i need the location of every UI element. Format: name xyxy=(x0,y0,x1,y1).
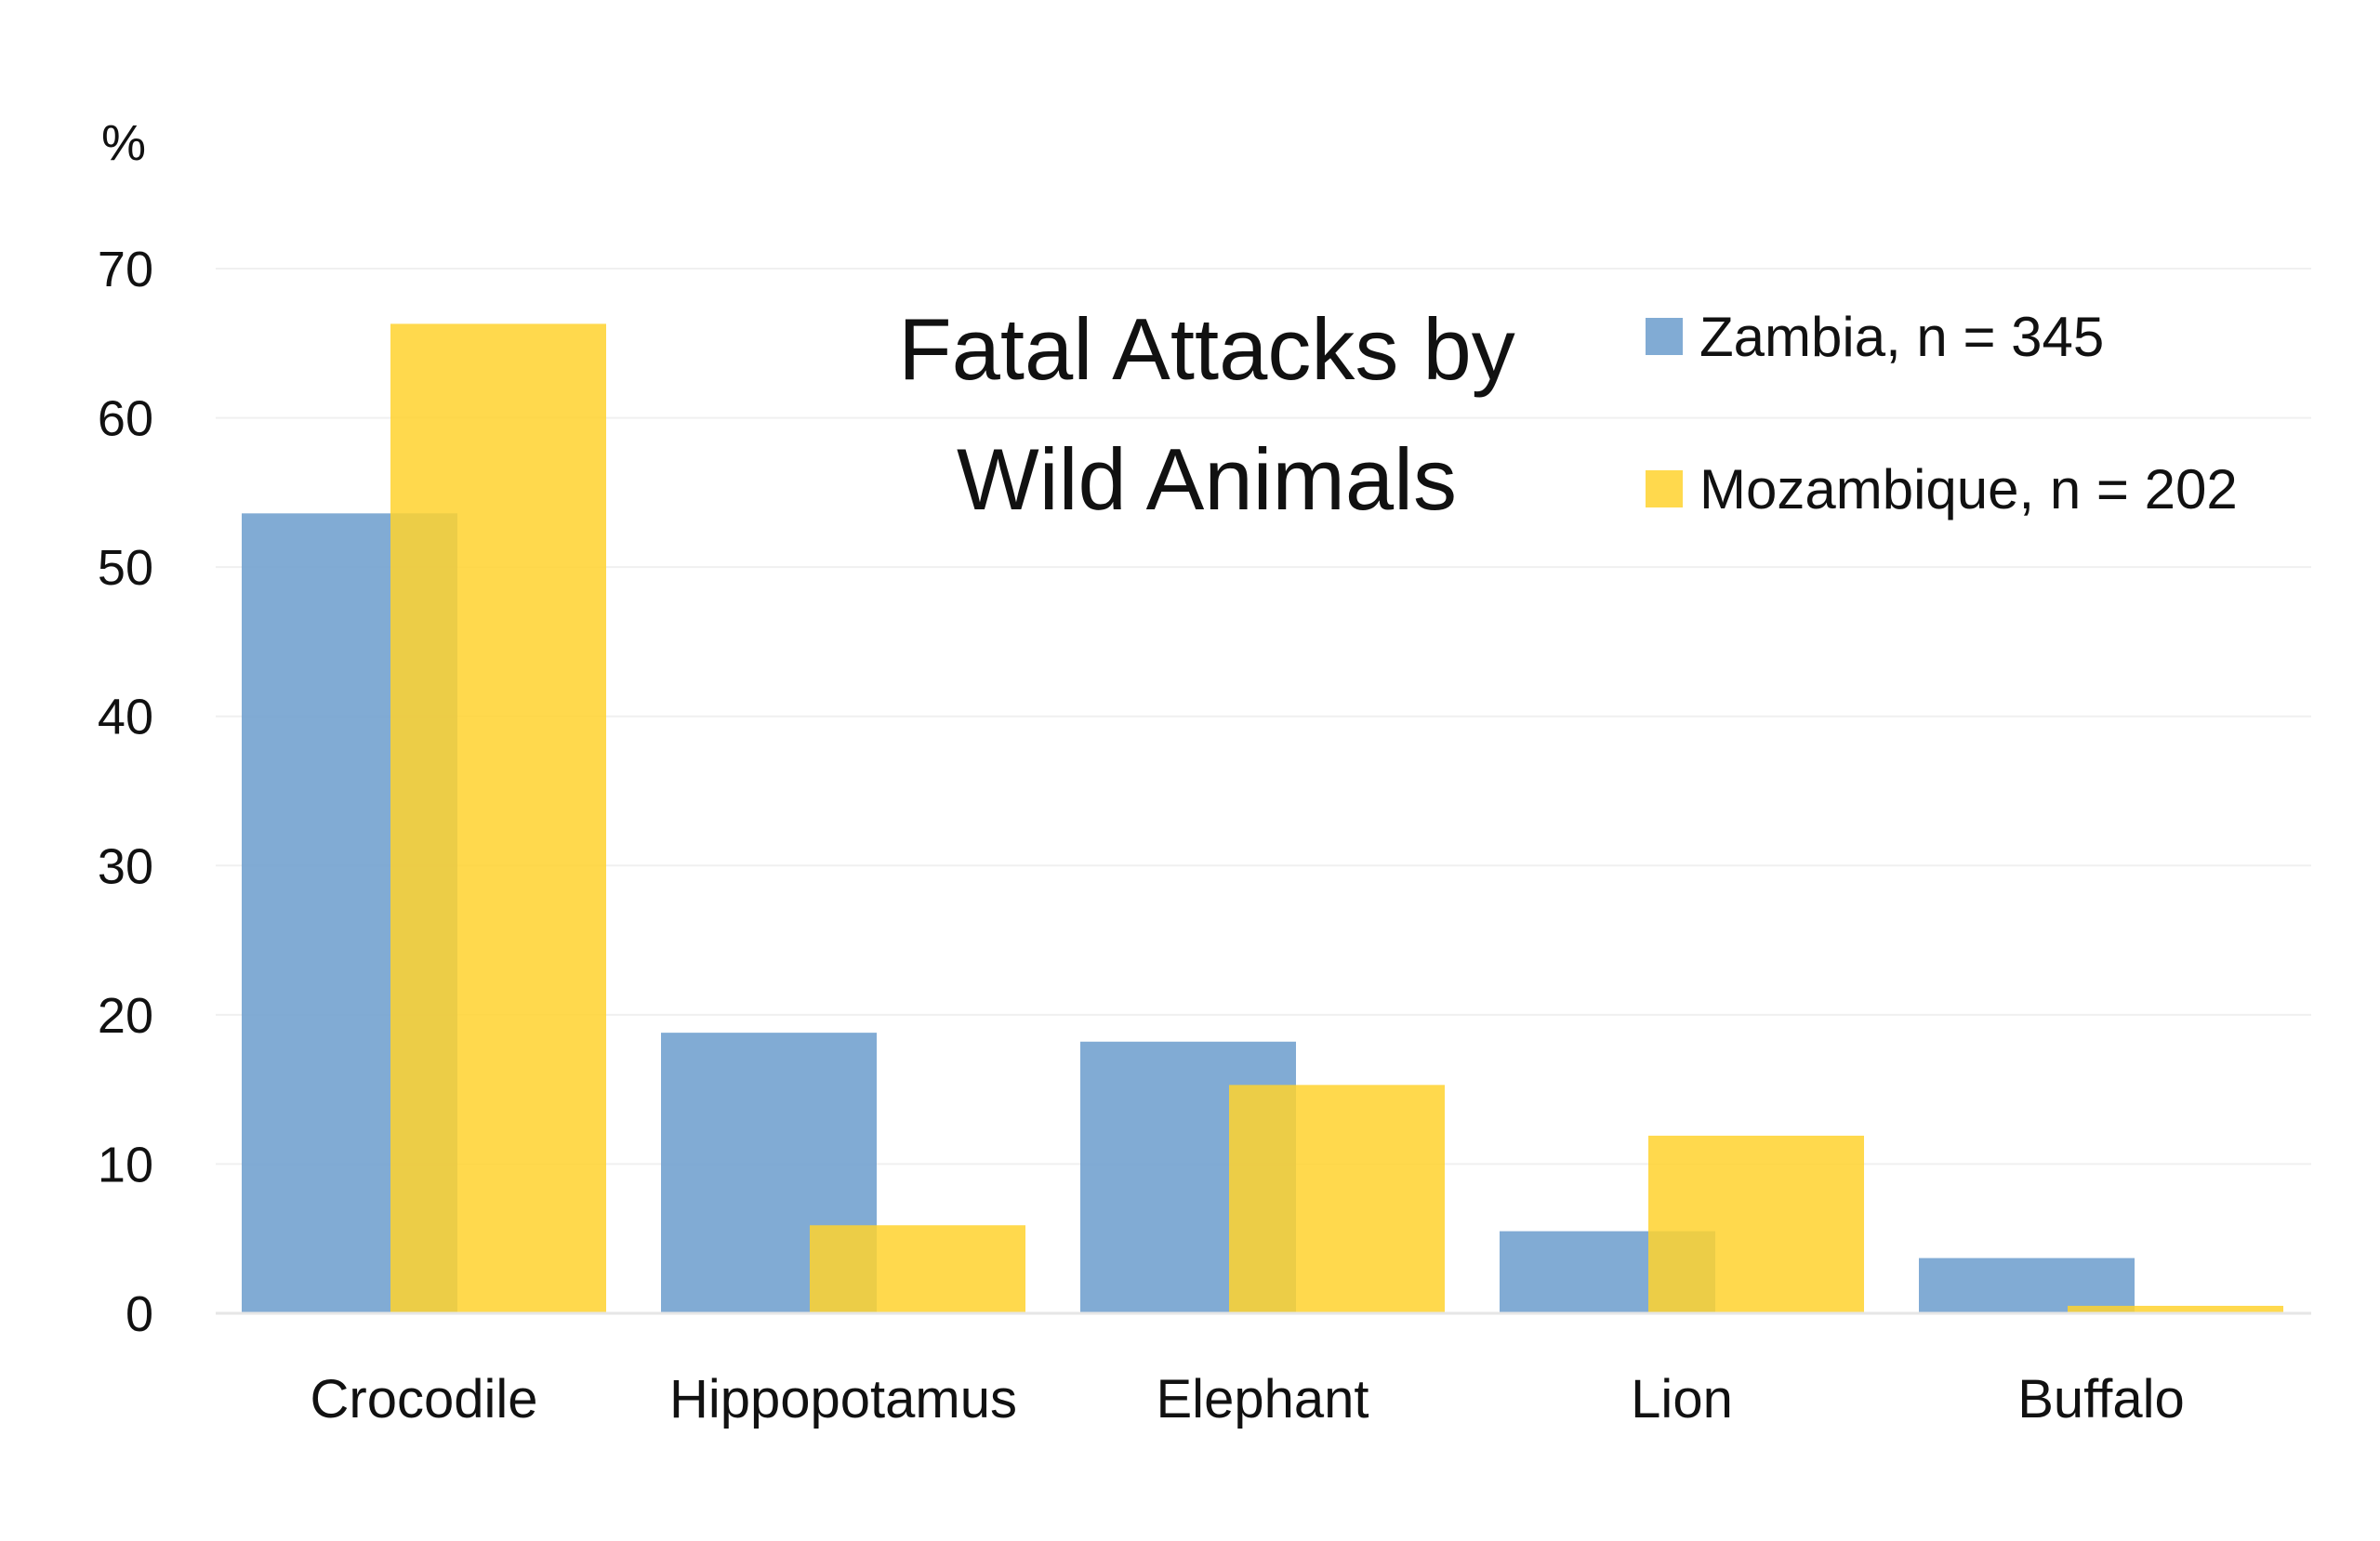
legend: Zambia, n = 345 Mozambique, n = 202 xyxy=(1646,306,2238,520)
bar-hippopotamus-mozambique xyxy=(810,1225,1025,1313)
legend-item-zambia: Zambia, n = 345 xyxy=(1646,306,2104,368)
y-axis-unit-label: % xyxy=(101,115,146,171)
legend-label: Mozambique, n = 202 xyxy=(1699,458,2238,520)
x-category-label: Hippopotamus xyxy=(669,1369,1017,1429)
bars xyxy=(242,323,2283,1314)
legend-item-mozambique: Mozambique, n = 202 xyxy=(1646,458,2238,520)
bar-buffalo-mozambique xyxy=(2068,1305,2283,1313)
y-tick-label: 30 xyxy=(98,838,153,894)
y-tick-label: 10 xyxy=(98,1137,153,1192)
x-category-label: Crocodile xyxy=(311,1369,538,1429)
y-tick-label: 70 xyxy=(98,242,153,297)
x-category-label: Lion xyxy=(1631,1369,1733,1429)
y-tick-label: 40 xyxy=(98,690,153,745)
chart-title-line-2: Wild Animals xyxy=(957,430,1457,528)
legend-swatch xyxy=(1646,470,1683,507)
y-tick-label: 20 xyxy=(98,988,153,1044)
y-axis-ticks: 0 10 20 30 40 50 60 70 xyxy=(98,242,153,1342)
legend-label: Zambia, n = 345 xyxy=(1699,306,2104,368)
y-tick-label: 0 xyxy=(126,1286,153,1342)
bar-crocodile-mozambique xyxy=(390,323,606,1314)
y-tick-label: 50 xyxy=(98,540,153,596)
chart-title: Fatal Attacks by Wild Animals xyxy=(898,300,1515,528)
bar-buffalo-zambia xyxy=(1919,1258,2135,1313)
x-category-label: Elephant xyxy=(1157,1369,1369,1429)
bar-lion-mozambique xyxy=(1648,1135,1864,1313)
legend-swatch xyxy=(1646,318,1683,355)
y-tick-label: 60 xyxy=(98,391,153,447)
x-axis-category-labels: Crocodile Hippopotamus Elephant Lion Buffalo xyxy=(311,1369,2185,1429)
x-category-label: Buffalo xyxy=(2017,1369,2185,1429)
chart-title-line-1: Fatal Attacks by xyxy=(898,300,1515,398)
bar-elephant-mozambique xyxy=(1229,1085,1445,1313)
